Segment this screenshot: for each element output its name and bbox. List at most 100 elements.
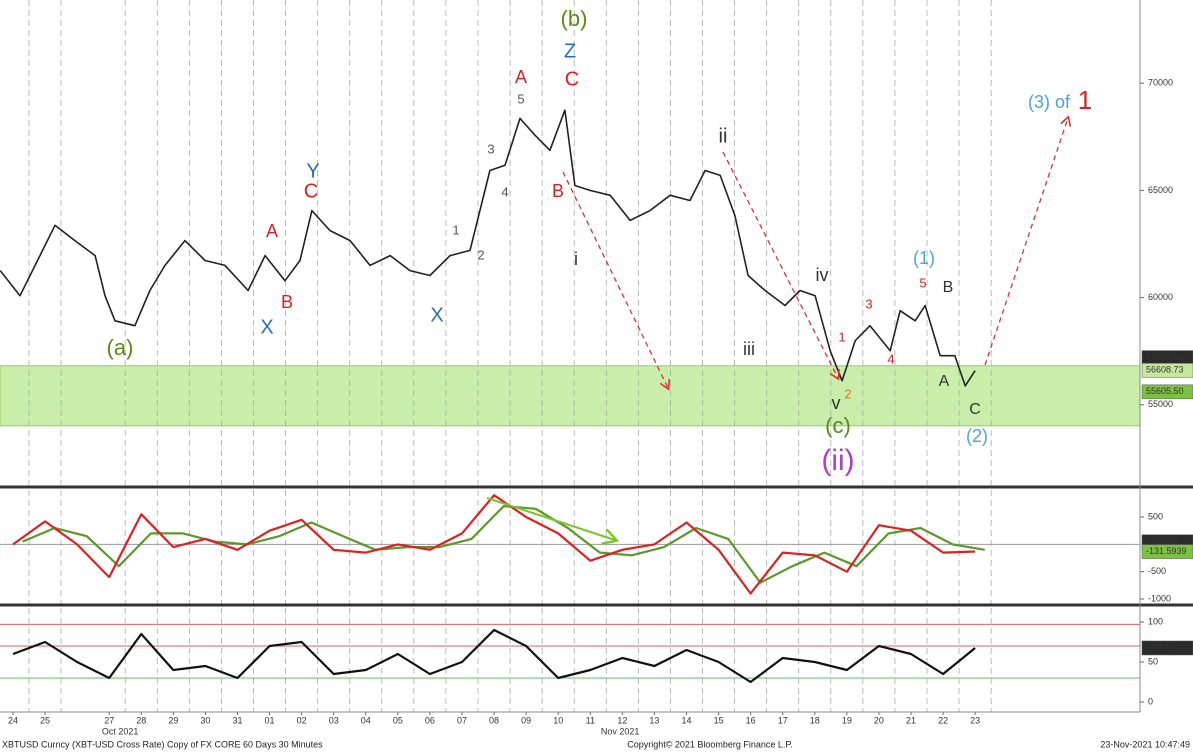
series-layer: 57201.64 56608.73 55605.50 46.6862-131.5939… [0,109,1193,684]
wave-label: C [969,401,981,418]
y-tick-label: 0 [1148,696,1153,706]
x-tick-label: 31 [232,715,242,725]
x-tick-label: 03 [329,715,339,725]
x-tick-label: 29 [168,715,178,725]
footer-right: 23-Nov-2021 10:47:49 [1100,739,1190,749]
wave-label: i [574,249,578,269]
wave-label: B [281,292,293,312]
y-tick-label: 500 [1148,511,1163,521]
divergence-arrow [486,497,615,540]
last-value-tag [1141,384,1193,400]
last-value-label: 57201.64 [1146,352,1184,362]
last-value-tag [1141,544,1193,559]
x-tick-label: 08 [489,715,499,725]
wave-label: 1 [838,329,845,344]
footer-center: Copyright© 2021 Bloomberg Finance L.P. [627,739,793,749]
wave-label: (c) [825,413,851,438]
wave-label: B [943,279,954,296]
wave-label: A [266,221,278,241]
x-tick-label: 24 [8,715,18,725]
x-tick-label: 16 [746,715,756,725]
x-tick-label: 20 [874,715,884,725]
y-tick-label: 50 [1148,656,1158,666]
x-tick-label: 23 [970,715,980,725]
series-line [12,494,976,595]
last-value-tag [1141,640,1193,656]
wave-label: (1) [913,248,935,268]
y-tick-label: 55000 [1148,399,1173,409]
background-layer: 55000600006500070000500-500-100005010024… [0,0,1173,736]
wave-label: C [565,68,579,90]
wave-label: B [552,181,564,201]
last-value-label: 67.521 [1146,642,1174,652]
wave-label: iii [743,339,755,359]
wave-label: Z [564,40,576,62]
wave-label: v [832,393,841,413]
wave-label: 5 [919,275,926,290]
wave-label: C [304,180,318,202]
wave-label: iv [816,265,829,285]
footer-left: XBTUSD Curncy (XBT-USD Cross Rate) Copy … [2,739,323,749]
x-tick-label: 25 [40,715,50,725]
y-tick-label: 60000 [1148,292,1173,302]
wave-label: 5 [517,91,524,106]
x-tick-label: 10 [553,715,563,725]
wave-label: 3 [865,296,872,311]
x-tick-label: 18 [810,715,820,725]
wave-label: (b) [561,6,588,31]
month-label: Oct 2021 [102,726,139,736]
last-value-tag [1141,363,1193,378]
x-tick-label: 07 [457,715,467,725]
wave-label: A [939,373,950,390]
annotation-layer: (b) Z C A 5 3 4 1 2 B i ii iii iv v (c) … [107,6,1092,540]
x-tick-label: 30 [200,715,210,725]
wave-label: Y [306,160,319,182]
x-tick-label: 27 [104,715,114,725]
wave-label: (a) [107,335,134,360]
x-tick-label: 15 [714,715,724,725]
x-tick-label: 28 [136,715,146,725]
wave-label: (ii) [821,444,854,477]
wave-label: X [430,304,443,326]
month-label: Nov 2021 [601,726,640,736]
x-tick-label: 19 [842,715,852,725]
last-value-label: -131.5939 [1146,546,1187,556]
y-tick-label: 70000 [1148,78,1173,88]
x-tick-label: 13 [649,715,659,725]
target-label: (3) of [1028,92,1071,112]
last-value-label: 46.6862 [1146,536,1179,546]
wave-label: 2 [844,386,851,401]
wave-label: 4 [887,351,894,366]
wave-arrow [722,151,838,378]
series-line [12,628,976,684]
y-tick-label: -500 [1148,566,1166,576]
x-tick-label: 02 [297,715,307,725]
x-tick-label: 05 [393,715,403,725]
x-tick-label: 01 [265,715,275,725]
last-value-label: 55605.50 [1146,386,1184,396]
wave-label: X [260,316,273,338]
y-tick-label: 65000 [1148,185,1173,195]
wave-label: ii [719,125,728,147]
last-value-label: 56608.73 [1146,365,1184,375]
series-line [22,505,985,584]
wave-label: 2 [477,247,484,262]
support-zone [0,365,1141,427]
wave-label: 3 [487,141,494,156]
x-tick-label: 12 [617,715,627,725]
x-tick-label: 22 [938,715,948,725]
x-tick-label: 09 [521,715,531,725]
target-label: 1 [1078,85,1092,115]
wave-arrow [562,171,668,388]
wave-label: 4 [501,184,508,199]
y-tick-label: 100 [1148,616,1163,626]
wave-label: (2) [966,426,988,446]
x-tick-label: 21 [906,715,916,725]
wave-label: 1 [452,222,459,237]
wave-arrow [984,118,1068,366]
series-line [0,109,976,387]
x-tick-label: 11 [586,715,595,725]
x-tick-label: 14 [681,715,691,725]
wave-label: A [515,67,527,87]
